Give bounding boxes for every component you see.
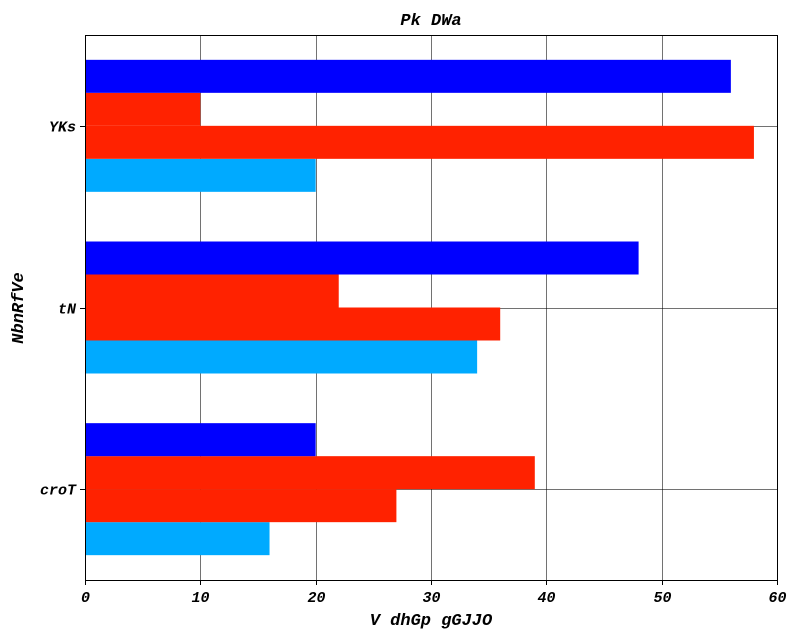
x-tick-label: 0 bbox=[81, 590, 90, 607]
bar bbox=[85, 307, 501, 341]
bar bbox=[85, 59, 731, 93]
bar bbox=[85, 522, 270, 556]
bar bbox=[85, 158, 316, 192]
bar bbox=[85, 456, 535, 490]
x-tick-label: 20 bbox=[307, 590, 325, 607]
y-tick-label: croT bbox=[40, 483, 77, 500]
x-tick-label: 10 bbox=[191, 590, 209, 607]
bar bbox=[85, 340, 478, 374]
x-tick-label: 50 bbox=[653, 590, 671, 607]
bar bbox=[85, 274, 339, 308]
bar bbox=[85, 125, 754, 159]
x-axis: 0 10 20 30 40 50 60 bbox=[81, 580, 787, 607]
bar bbox=[85, 423, 316, 457]
bar bbox=[85, 241, 639, 275]
y-tick-label: tN bbox=[58, 302, 77, 319]
y-axis-label: NbnRfVe bbox=[10, 272, 29, 343]
x-axis-label: V dhGp gGJJO bbox=[370, 612, 493, 631]
bar bbox=[85, 489, 397, 523]
y-tick-label: YKs bbox=[49, 120, 76, 137]
bars bbox=[85, 59, 754, 556]
x-tick-label: 60 bbox=[768, 590, 786, 607]
bar bbox=[85, 92, 201, 126]
chart-title: Pk DWa bbox=[400, 12, 461, 31]
y-axis: croT tN YKs bbox=[40, 120, 85, 500]
x-tick-label: 40 bbox=[537, 590, 555, 607]
x-tick-label: 30 bbox=[422, 590, 440, 607]
